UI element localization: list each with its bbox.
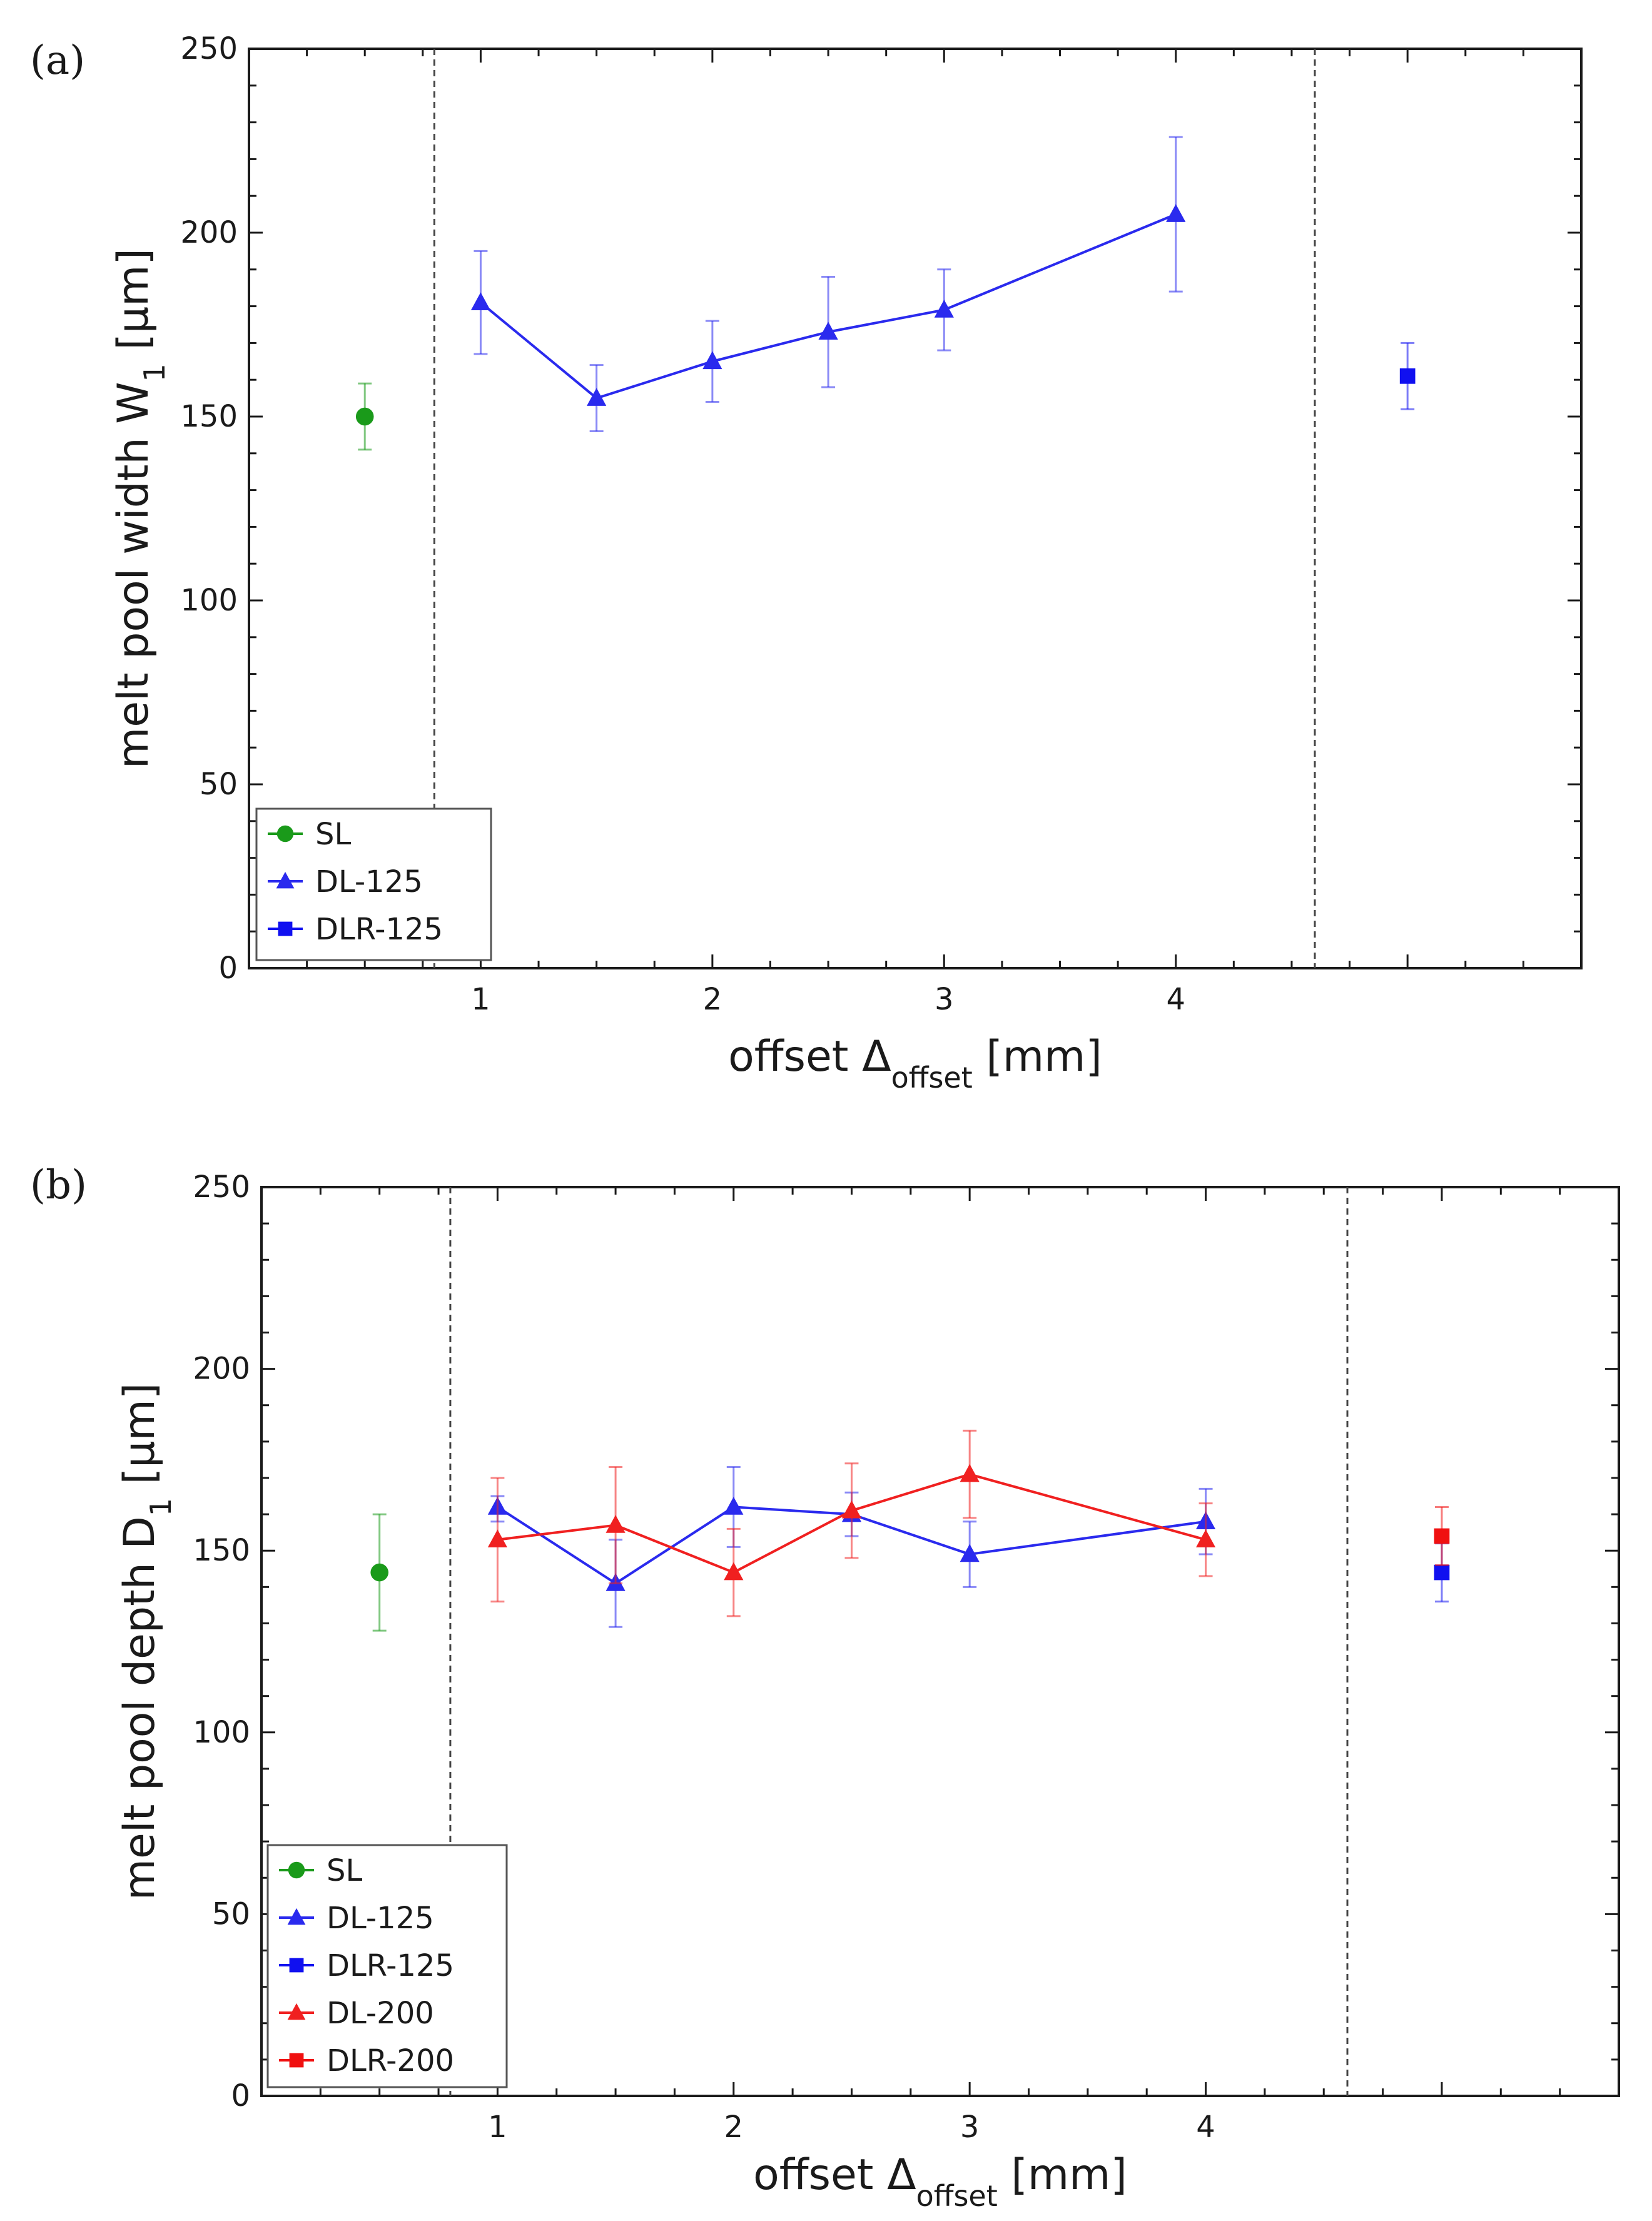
series-dl-200: [487, 1429, 1216, 1617]
data-point: [724, 1562, 744, 1581]
legend-label: DLR-200: [327, 2043, 454, 2078]
data-point: [487, 1529, 507, 1548]
y-tick-label: 50: [212, 1896, 250, 1931]
y-tick-label: 0: [231, 2078, 250, 2113]
y-tick-label: 250: [193, 1170, 250, 1205]
x-tick-label: 4: [1196, 2110, 1215, 2145]
data-point: [370, 1563, 388, 1582]
x-tick-label: 2: [724, 2110, 744, 2145]
chart-panel-a: (a) 0 50 100 150 200 250 1 2 3 4 melt pool width W1…: [30, 31, 1583, 1095]
series-line: [480, 213, 1177, 400]
series-line: [497, 1473, 1207, 1574]
plot-frame: [248, 48, 1583, 969]
data-point: [724, 1497, 744, 1515]
y-tick-label: 150: [193, 1533, 250, 1568]
series-line: [497, 1505, 1206, 1585]
y-axis-title: melt pool depth D1 [µm]: [115, 1383, 178, 1901]
legend-label: DL-125: [327, 1901, 434, 1936]
legend-marker: [289, 2053, 304, 2068]
y-tick-label: 200: [193, 1352, 250, 1387]
data-point: [587, 388, 607, 406]
panel-label: (a): [30, 38, 85, 84]
legend-marker: [278, 921, 293, 936]
legend-marker: [276, 871, 295, 889]
legend-label: DLR-125: [327, 1948, 454, 1983]
x-tick-label: 4: [1166, 982, 1185, 1017]
y-tick-label: 200: [180, 215, 238, 250]
legend-label: SL: [327, 1853, 362, 1888]
plot-frame: [260, 1186, 1620, 2097]
y-tick-label: 0: [218, 951, 238, 986]
chart-panel-b: (b) 0 50 100 150 200 250 1 2 3 4 melt pool depth D1…: [30, 1162, 1620, 2213]
data-point: [960, 1464, 980, 1482]
data-point: [470, 292, 491, 311]
y-tick-label: 50: [200, 767, 238, 802]
legend: SL DL-125 DLR-125: [255, 807, 492, 961]
legend-label: DL-125: [315, 864, 423, 899]
series-sl: [355, 382, 374, 451]
data-point: [841, 1500, 862, 1519]
series-dlr-200: [1434, 1505, 1450, 1566]
legend-marker: [289, 1958, 304, 1973]
data-point: [1195, 1529, 1216, 1548]
y-tick-label: 100: [193, 1715, 250, 1750]
legend-label: DLR-125: [315, 912, 443, 947]
x-axis-title: offset Δoffset [mm]: [728, 1032, 1102, 1095]
y-tick-label: 250: [180, 31, 238, 66]
data-point: [355, 407, 374, 426]
data-point: [818, 321, 838, 340]
x-tick-label: 2: [703, 982, 722, 1017]
series-sl: [370, 1513, 388, 1632]
x-tick-label: 3: [960, 2110, 980, 2145]
series-dlr-125: [1399, 341, 1416, 410]
legend-marker: [287, 2003, 306, 2020]
legend: SL DL-125 DLR-125 DL-200 DLR-200: [266, 1844, 508, 2088]
data-point: [1166, 204, 1186, 222]
data-point: [1434, 1564, 1450, 1581]
panel-label: (b): [30, 1162, 87, 1208]
data-point: [606, 1515, 626, 1533]
legend-label: DL-200: [327, 1996, 434, 2031]
y-tick-label: 150: [180, 399, 238, 434]
y-tick-label: 100: [180, 583, 238, 618]
legend-marker: [287, 1908, 306, 1925]
legend-marker: [276, 825, 294, 842]
legend-label: SL: [315, 817, 351, 852]
data-point: [934, 300, 954, 318]
series-dl-125: [470, 136, 1186, 433]
x-tick-label: 3: [935, 982, 954, 1017]
legend-marker: [288, 1861, 305, 1879]
data-point: [960, 1544, 980, 1562]
y-axis-title: melt pool width W1 [µm]: [109, 248, 171, 769]
data-point: [1399, 368, 1416, 384]
x-tick-label: 1: [488, 2110, 507, 2145]
x-axis-title: offset Δoffset [mm]: [753, 2150, 1127, 2213]
data-point: [702, 351, 722, 370]
data-point: [1434, 1528, 1450, 1544]
x-tick-label: 1: [471, 982, 490, 1017]
